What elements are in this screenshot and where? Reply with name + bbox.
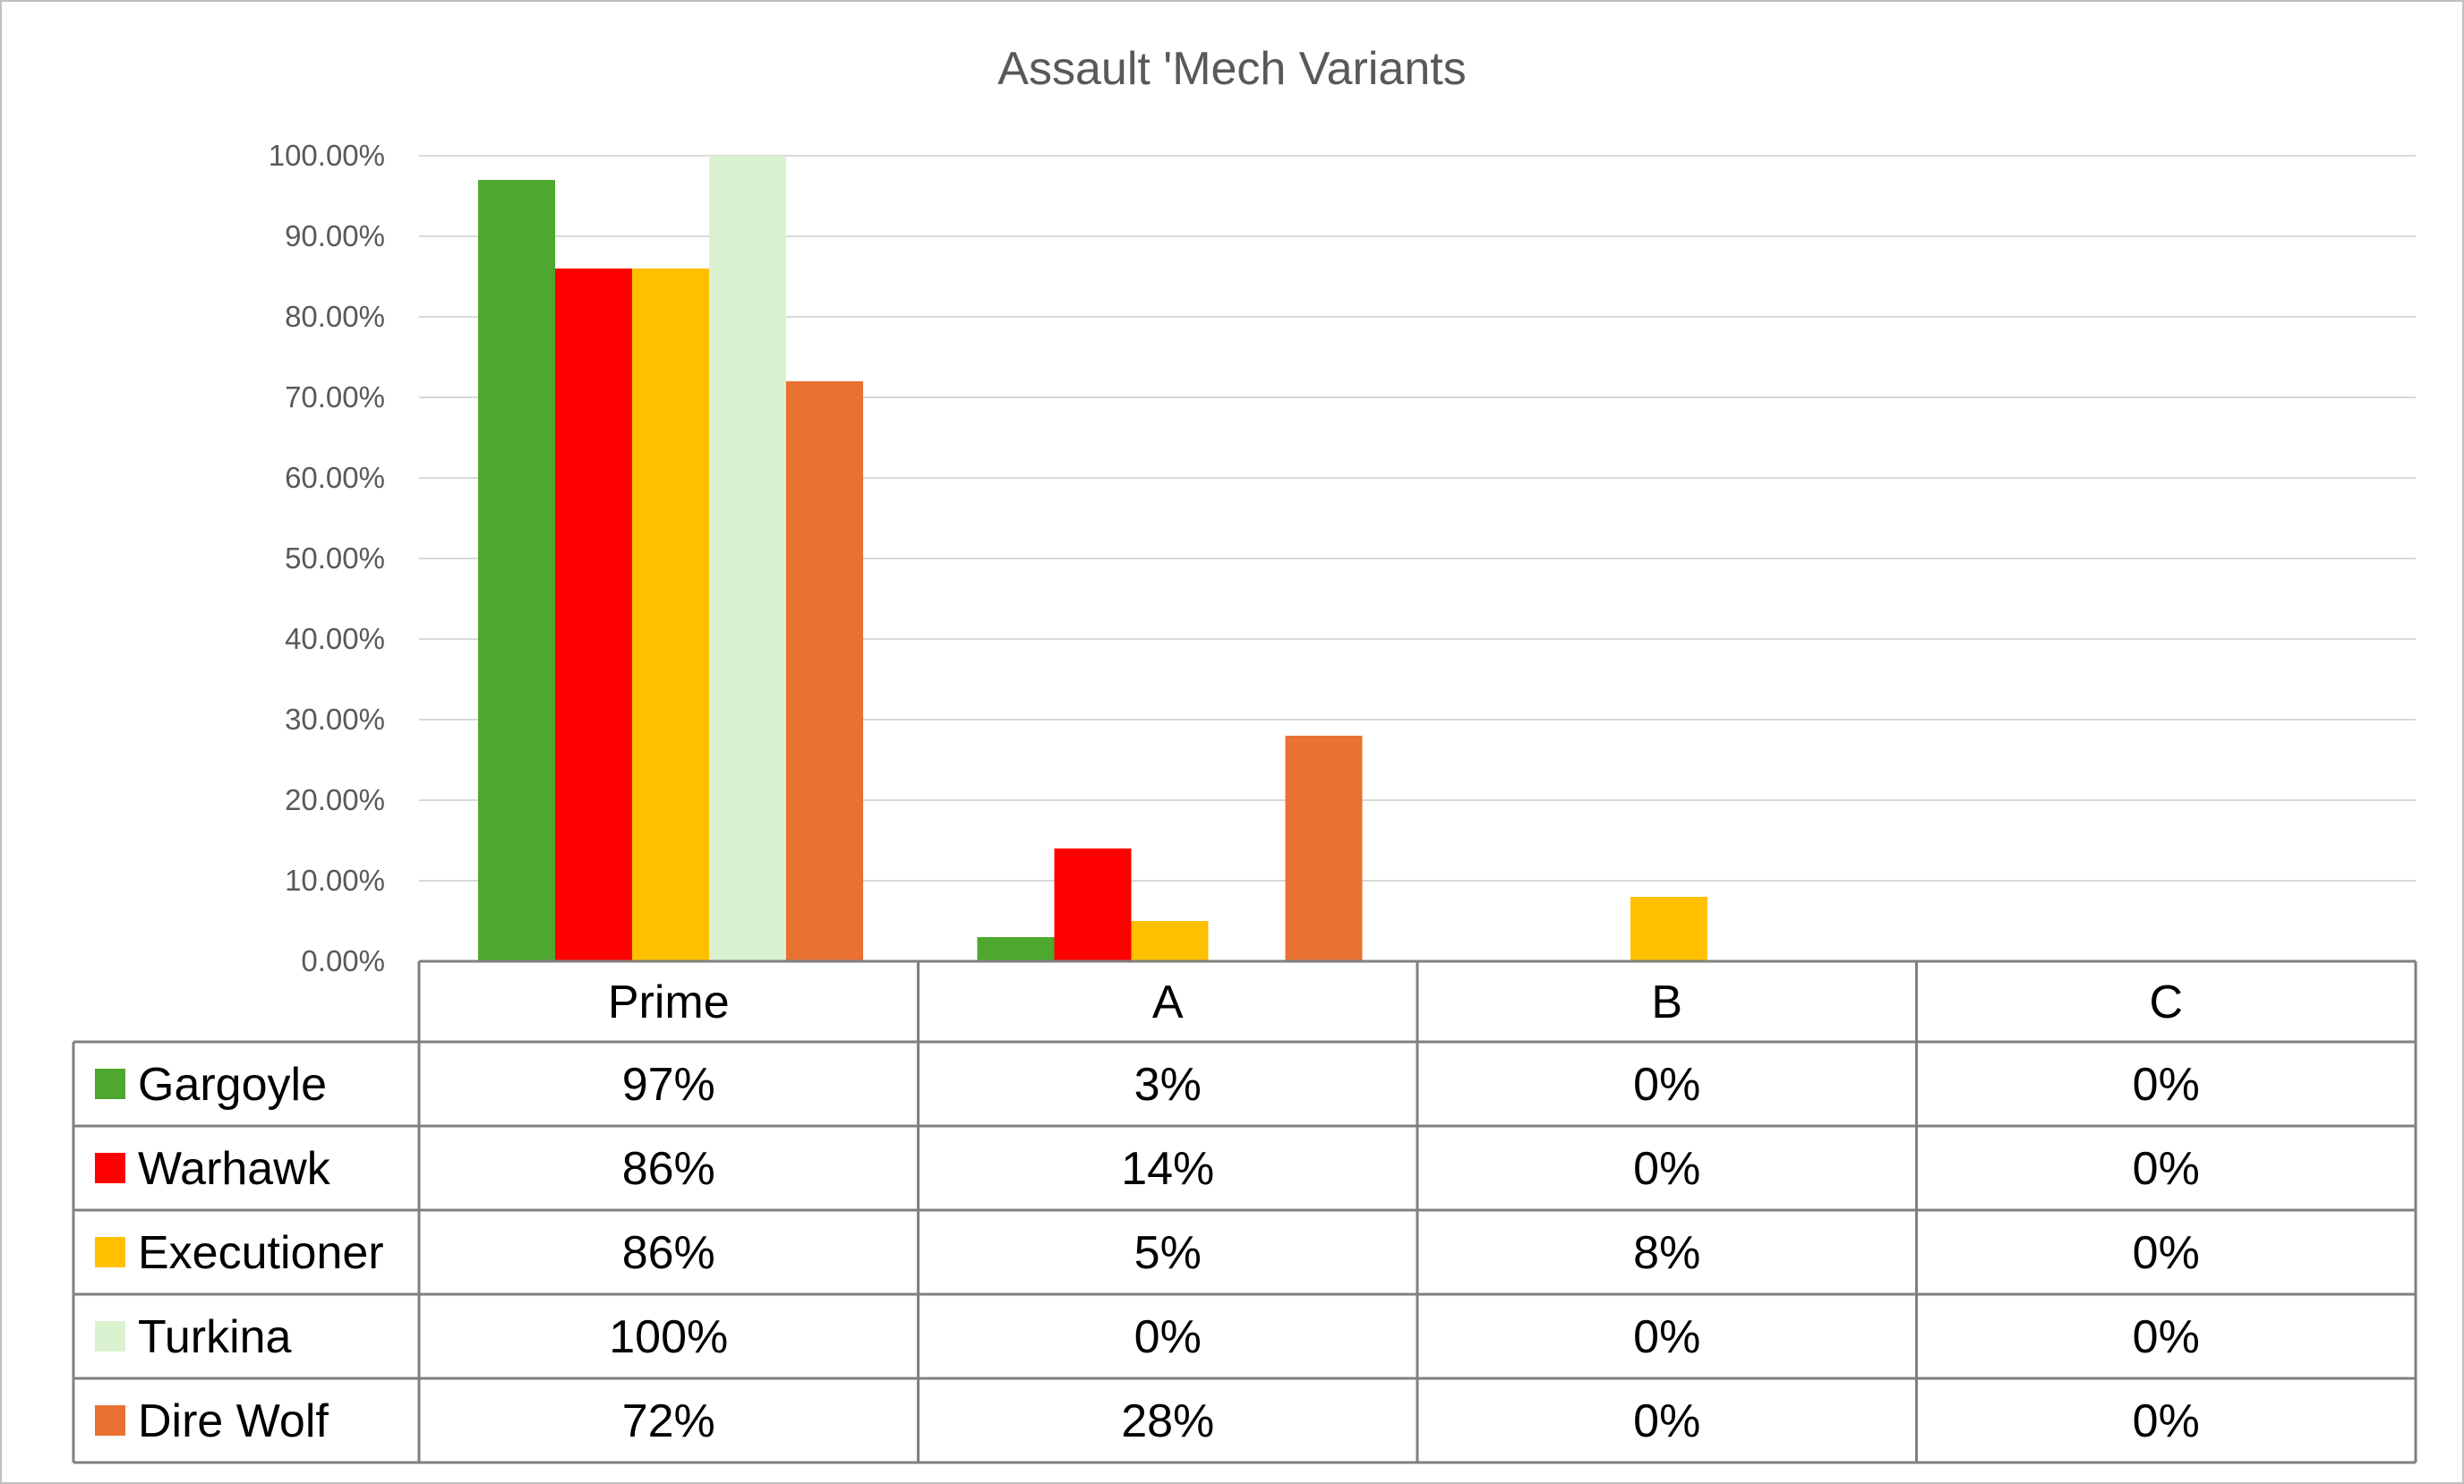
category-label: B	[1651, 977, 1682, 1028]
legend-label-turkina: Turkina	[138, 1311, 292, 1363]
legend-label-gargoyle: Gargoyle	[138, 1059, 327, 1111]
data-table: Prime A B C Gargoyle 97% 3% 0% 0% Warhawk 86% 14% 0%…	[72, 959, 2417, 1464]
y-axis-ticks: 0.00% 10.00% 20.00% 30.00% 40.00% 50.00% 60.00…	[269, 139, 385, 977]
data-label-gargoyle-a: 3%	[1134, 1059, 1202, 1111]
data-label-turkina-prime: 100%	[609, 1311, 728, 1363]
bars	[478, 156, 1707, 961]
data-label-executioner-a: 5%	[1134, 1227, 1202, 1279]
data-label-dire-wolf-c: 0%	[2133, 1395, 2200, 1447]
y-tick-label: 70.00%	[285, 380, 385, 414]
bar-dire-wolf-a	[1285, 736, 1363, 961]
bar-executioner-prime	[632, 269, 709, 961]
legend-key-dire-wolf	[95, 1405, 125, 1436]
chart-title: Assault 'Mech Variants	[997, 43, 1466, 95]
data-label-turkina-c: 0%	[2133, 1311, 2200, 1363]
y-tick-label: 90.00%	[285, 219, 385, 252]
bar-warhawk-prime	[555, 269, 632, 961]
category-label: C	[2149, 977, 2183, 1028]
data-label-gargoyle-c: 0%	[2133, 1059, 2200, 1111]
data-label-executioner-b: 8%	[1633, 1227, 1700, 1279]
bar-turkina-prime	[709, 156, 786, 961]
y-tick-label: 50.00%	[285, 542, 385, 575]
legend-key-turkina	[95, 1321, 125, 1352]
category-label: Prime	[608, 977, 730, 1028]
data-label-gargoyle-b: 0%	[1633, 1059, 1700, 1111]
legend-label-dire-wolf: Dire Wolf	[138, 1395, 329, 1447]
y-tick-label: 60.00%	[285, 461, 385, 494]
legend-key-executioner	[95, 1237, 125, 1267]
data-label-executioner-prime: 86%	[622, 1227, 715, 1279]
data-label-dire-wolf-prime: 72%	[622, 1395, 715, 1447]
legend-label-executioner: Executioner	[138, 1227, 384, 1279]
data-label-warhawk-b: 0%	[1633, 1143, 1700, 1195]
bar-gargoyle-prime	[478, 180, 555, 961]
bar-warhawk-a	[1054, 849, 1132, 961]
data-label-warhawk-c: 0%	[2133, 1143, 2200, 1195]
data-label-turkina-b: 0%	[1633, 1311, 1700, 1363]
data-label-dire-wolf-a: 28%	[1121, 1395, 1214, 1447]
bar-gargoyle-a	[977, 937, 1055, 961]
y-tick-label: 30.00%	[285, 703, 385, 736]
data-label-dire-wolf-b: 0%	[1633, 1395, 1700, 1447]
bar-executioner-a	[1131, 921, 1209, 961]
data-label-turkina-a: 0%	[1134, 1311, 1202, 1363]
data-label-warhawk-prime: 86%	[622, 1143, 715, 1195]
y-tick-label: 100.00%	[269, 139, 385, 172]
legend-key-warhawk	[95, 1153, 125, 1183]
legend-key-gargoyle	[95, 1069, 125, 1099]
y-tick-label: 40.00%	[285, 622, 385, 655]
y-tick-label: 20.00%	[285, 783, 385, 816]
y-tick-label: 0.00%	[301, 944, 385, 977]
y-tick-label: 10.00%	[285, 864, 385, 897]
data-label-executioner-c: 0%	[2133, 1227, 2200, 1279]
data-label-warhawk-a: 14%	[1121, 1143, 1214, 1195]
category-label: A	[1152, 977, 1184, 1028]
bar-dire-wolf-prime	[786, 381, 863, 961]
bar-executioner-b	[1630, 897, 1707, 961]
legend-label-warhawk: Warhawk	[138, 1143, 331, 1195]
y-tick-label: 80.00%	[285, 300, 385, 333]
data-label-gargoyle-prime: 97%	[622, 1059, 715, 1111]
